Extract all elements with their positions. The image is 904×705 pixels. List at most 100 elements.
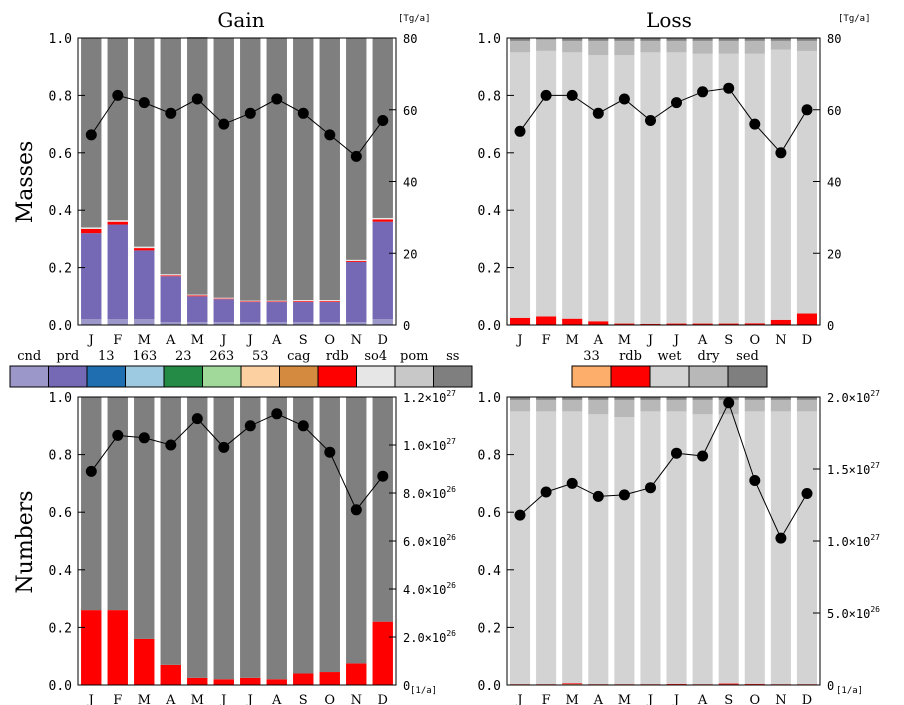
legend-label: ss	[446, 349, 459, 364]
line-marker-loss_masses-6	[671, 97, 682, 109]
line-marker-gain_masses-7	[271, 93, 283, 105]
bar-loss_masses-sed-1	[536, 38, 557, 40]
bar-gain_masses-rdb-11	[372, 219, 393, 222]
y-tick-label: 0.2	[478, 621, 501, 636]
bar-loss_masses-sed-6	[666, 38, 687, 41]
line-marker-loss_numbers-9	[749, 475, 761, 486]
bar-gain_masses-ss-9	[319, 38, 340, 301]
bar-gain_masses-rdb-2	[134, 248, 155, 251]
bar-gain_masses-cnd-1	[107, 319, 128, 325]
bar-loss_numbers-wet-1	[536, 411, 557, 685]
line-marker-loss_numbers-11	[801, 488, 813, 499]
x-tick-label: S	[299, 333, 308, 348]
bar-loss_numbers-wet-4	[614, 417, 635, 685]
bar-loss_numbers-sed-6	[666, 397, 687, 400]
bar-loss_masses-dry-3	[588, 40, 609, 56]
bar-gain_masses-cnd-10	[346, 322, 367, 325]
bar-gain_numbers-rdb-6	[240, 677, 261, 685]
bar-loss_numbers-dry-7	[692, 399, 713, 415]
x-tick-label: M	[138, 693, 151, 705]
bar-gain_masses-so4-11	[372, 217, 393, 220]
bar-loss_masses-rdb-2	[562, 318, 583, 325]
legend-swatch-rdb	[317, 365, 357, 388]
gain-legend: cnd prd 13 163 23 263 53 cag rdb so4 pom ss	[9, 349, 473, 388]
bar-loss_masses-sed-8	[718, 38, 739, 41]
bar-gain_masses-cnd-11	[372, 319, 393, 325]
y-tick-label: 0.0	[49, 319, 72, 334]
bar-loss_masses-wet-3	[588, 55, 609, 322]
bar-gain_masses-prd-2	[134, 250, 155, 320]
bar-loss_numbers-wet-7	[692, 414, 713, 685]
bar-gain_numbers-rdb-10	[346, 663, 367, 685]
bar-loss_masses-rdb-9	[744, 323, 765, 325]
bar-gain_masses-rdb-8	[293, 301, 314, 303]
bar-loss_masses-sed-7	[692, 38, 713, 41]
line-marker-loss_masses-7	[697, 86, 709, 98]
legend-label: 33	[583, 349, 600, 364]
y2-tick-label: 40	[403, 176, 417, 190]
legend-swatch-pom	[394, 365, 434, 388]
line-marker-gain_numbers-11	[377, 470, 389, 482]
y-tick-label: 1.0	[49, 32, 72, 47]
bar-gain_numbers-ss-7	[266, 397, 287, 680]
bar-gain_masses-ss-11	[372, 38, 393, 218]
line-marker-loss_numbers-5	[645, 482, 656, 494]
line-marker-gain_numbers-8	[297, 420, 309, 432]
line-marker-loss_masses-11	[801, 104, 813, 116]
bar-gain_masses-rdb-7	[266, 301, 287, 303]
line-marker-loss_numbers-1	[540, 486, 552, 498]
y-tick-label: 0.2	[49, 262, 72, 277]
bar-loss_numbers-dry-11	[796, 399, 817, 412]
bar-loss_numbers-sed-4	[614, 397, 635, 400]
bar-loss_numbers-sed-2	[562, 397, 583, 400]
bar-gain_masses-ss-6	[240, 38, 261, 301]
line-marker-loss_numbers-10	[775, 532, 787, 544]
bar-loss_numbers-sed-10	[770, 397, 791, 400]
y-tick-label: 1.0	[478, 391, 501, 406]
bar-loss_masses-sed-9	[744, 38, 765, 41]
bar-loss_masses-dry-2	[562, 40, 583, 53]
bar-gain_masses-rdb-9	[319, 301, 340, 303]
bar-gain_masses-cnd-2	[134, 319, 155, 325]
bar-loss_numbers-rdb-8	[718, 683, 739, 685]
legend-swatch-13	[86, 365, 126, 388]
x-tick-label: D	[802, 333, 812, 348]
y2-tick-label: 60	[827, 104, 841, 118]
y-tick-label: 0.4	[478, 204, 502, 219]
legend-swatch-cag	[279, 365, 319, 388]
bar-gain_masses-prd-5	[213, 299, 234, 323]
line-marker-gain_numbers-1	[112, 429, 124, 441]
bar-gain_masses-so4-6	[240, 300, 261, 302]
y2-tick-label: 80	[403, 32, 417, 46]
legend-swatch-sed	[727, 365, 768, 388]
bar-loss_masses-dry-7	[692, 40, 713, 54]
bar-gain_numbers-ss-9	[319, 397, 340, 673]
bar-gain_masses-prd-8	[293, 302, 314, 323]
line-marker-loss_numbers-2	[566, 477, 578, 489]
bar-loss_masses-rdb-4	[614, 323, 635, 325]
bar-gain_masses-so4-7	[266, 300, 287, 302]
bar-gain_numbers-rdb-2	[134, 638, 155, 685]
line-marker-gain_numbers-7	[271, 408, 283, 420]
x-tick-label: S	[299, 693, 308, 705]
bar-gain_masses-so4-0	[81, 227, 102, 229]
bar-gain_numbers-rdb-11	[372, 621, 393, 685]
bar-loss_numbers-dry-5	[640, 399, 661, 412]
loss-legend: 33 rdb wet dry sed	[571, 349, 768, 388]
bar-gain_numbers-ss-8	[293, 397, 314, 674]
bar-loss_masses-wet-7	[692, 53, 713, 324]
line-marker-gain_numbers-6	[244, 420, 256, 432]
x-tick-label: A	[697, 693, 708, 705]
y2-tick-label: 40	[827, 176, 841, 190]
bar-loss_numbers-sed-5	[640, 397, 661, 400]
bar-gain_masses-cnd-4	[187, 322, 208, 325]
y-tick-label: 0.4	[478, 564, 502, 579]
bar-loss_masses-rdb-3	[588, 321, 609, 325]
x-tick-label: M	[191, 333, 204, 348]
bar-gain_numbers-rdb-7	[266, 679, 287, 685]
y2-tick-label: 6.0×1026	[403, 533, 456, 549]
x-tick-label: J	[219, 333, 226, 348]
bar-gain_numbers-ss-4	[187, 397, 208, 678]
bar-loss_numbers-wet-3	[588, 414, 609, 685]
